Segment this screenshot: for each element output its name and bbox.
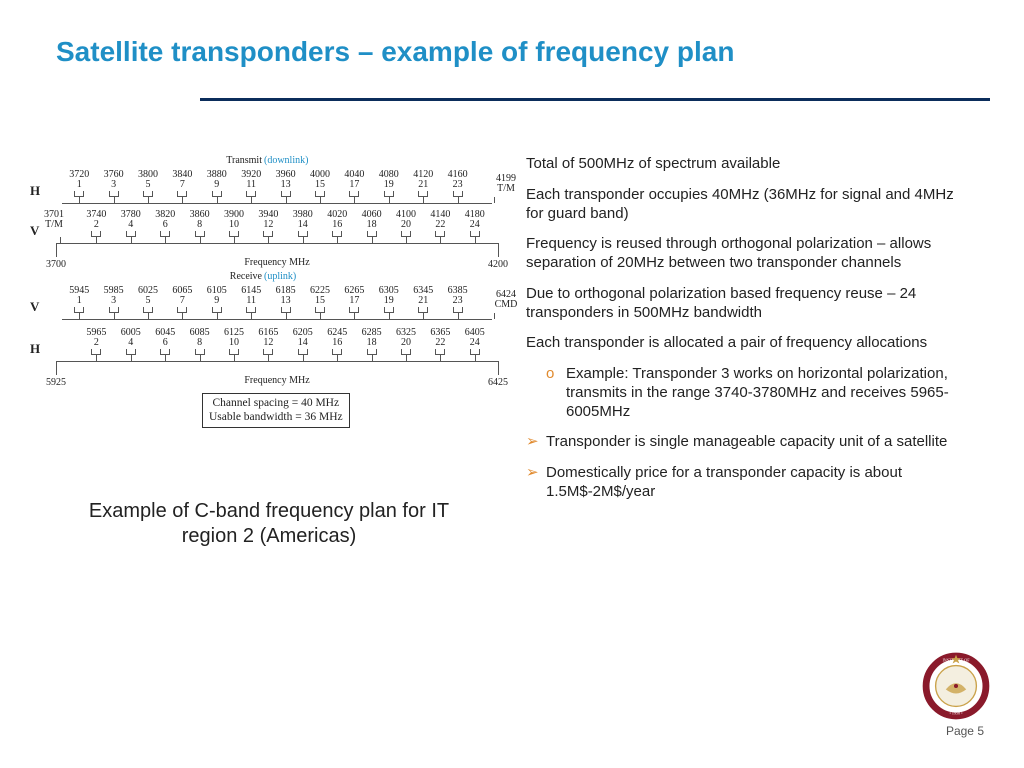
right-column: Total of 500MHz of spectrum available Ea… (526, 155, 996, 549)
body-para: Each transponder is allocated a pair of … (526, 334, 968, 353)
svg-text:• 1958 •: • 1958 • (949, 711, 963, 716)
page-title: Satellite transponders – example of freq… (56, 36, 734, 68)
body-subitem: Example: Transponder 3 works on horizont… (566, 365, 968, 421)
institution-seal-icon: INSTITUTE OF • 1958 • (922, 652, 990, 720)
diagram-footnote: Channel spacing = 40 MHzUsable bandwidth… (202, 393, 350, 428)
left-column: Transmit(downlink)3720137603380053840738… (0, 155, 526, 549)
body-para: Frequency is reused through orthogonal p… (526, 235, 968, 273)
content-area: Transmit(downlink)3720137603380053840738… (0, 155, 1024, 549)
body-para: Each transponder occupies 40MHz (36MHz f… (526, 186, 968, 224)
body-bullet: Domestically price for a transponder cap… (546, 464, 968, 502)
diagram-caption: Example of C-band frequency plan for IT … (12, 499, 526, 549)
title-rule (200, 98, 990, 101)
page-number: Page 5 (946, 724, 984, 738)
body-para: Due to orthogonal polarization based fre… (526, 285, 968, 323)
frequency-plan-diagram: Transmit(downlink)3720137603380053840738… (12, 155, 522, 485)
body-bullet: Transponder is single manageable capacit… (546, 433, 968, 452)
body-para: Total of 500MHz of spectrum available (526, 155, 968, 174)
